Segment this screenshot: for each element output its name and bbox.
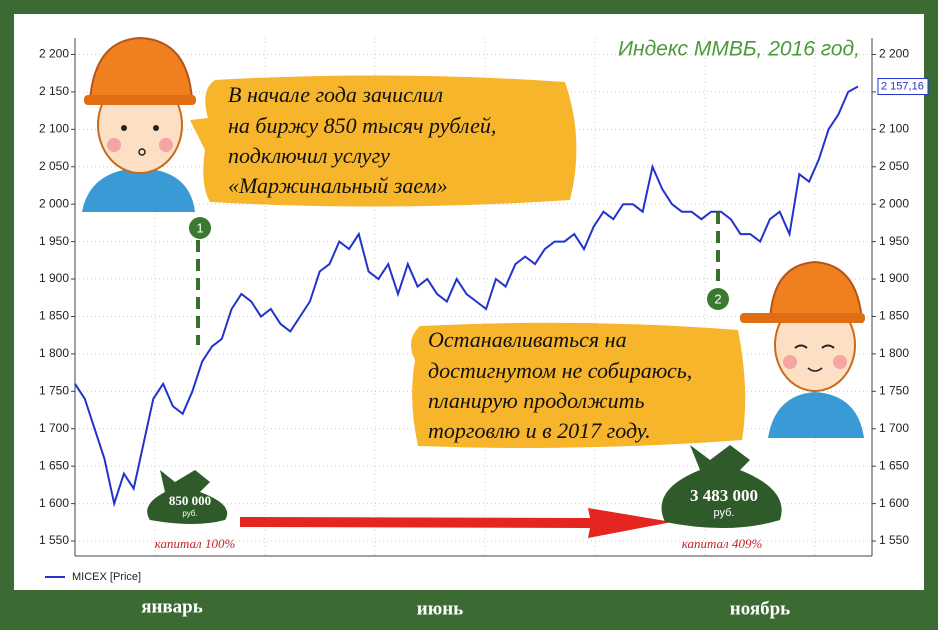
y-tick-label: 1 600 (39, 496, 69, 510)
y-tick-label: 1 650 (879, 458, 909, 472)
bubble-text: на биржу 850 тысяч рублей, (228, 113, 496, 138)
bubble-text: «Маржинальный заем» (228, 173, 448, 198)
y-tick-label: 2 100 (39, 121, 69, 135)
bag-caption: капитал 100% (155, 536, 236, 551)
bubble-text: планирую продолжить (428, 388, 645, 413)
y-tick-label: 2 050 (39, 159, 69, 173)
y-tick-label: 1 800 (879, 346, 909, 360)
infographic: 1 550 1 550 1 600 1 600 1 650 1 650 1 700 1 700… (0, 0, 938, 630)
bag-amount: 3 483 000 (690, 486, 758, 505)
y-tick-label: 1 750 (39, 383, 69, 397)
bubble-text: достигнутом не собираюсь, (428, 358, 692, 383)
month-label: июнь (417, 598, 463, 619)
bubble-text: В начале года зачислил (228, 82, 443, 107)
y-tick-label: 2 100 (879, 121, 909, 135)
y-tick-label: 1 700 (879, 421, 909, 435)
y-tick-label: 2 000 (39, 196, 69, 210)
y-tick-label: 1 600 (879, 496, 909, 510)
y-tick-label: 2 150 (39, 84, 69, 98)
y-tick-label: 2 200 (879, 47, 909, 61)
bubble-text: подключил услугу (228, 143, 390, 168)
y-tick-label: 1 950 (39, 234, 69, 248)
y-tick-label: 2 000 (879, 196, 909, 210)
y-tick-label: 1 900 (879, 271, 909, 285)
y-tick-label: 1 700 (39, 421, 69, 435)
y-tick-label: 1 850 (879, 309, 909, 323)
bubble-text: Останавливаться на (428, 327, 627, 352)
y-tick-label: 1 800 (39, 346, 69, 360)
month-label: ноябрь (730, 598, 790, 619)
last-price-label: 2 157,16 (881, 80, 924, 92)
y-tick-label: 1 850 (39, 309, 69, 323)
y-tick-label: 1 650 (39, 458, 69, 472)
bag-amount: 850 000 (169, 493, 211, 508)
y-tick-label: 1 550 (879, 533, 909, 547)
chart-title: Индекс ММВБ, 2016 год, (618, 38, 860, 61)
bubble-text: торговлю и в 2017 году. (428, 418, 651, 443)
month-label: январь (141, 596, 203, 617)
marker-label: 1 (196, 220, 203, 235)
bag-unit: руб. (714, 507, 735, 519)
bag-unit: руб. (182, 509, 197, 518)
y-tick-label: 1 950 (879, 234, 909, 248)
y-tick-label: 1 550 (39, 533, 69, 547)
y-tick-label: 2 050 (879, 159, 909, 173)
character (82, 38, 196, 212)
marker-label: 2 (714, 291, 721, 306)
y-tick-label: 1 900 (39, 271, 69, 285)
legend-label: MICEX [Price] (72, 571, 141, 583)
y-tick-label: 2 200 (39, 47, 69, 61)
bag-caption: капитал 409% (682, 536, 763, 551)
y-tick-label: 1 750 (879, 383, 909, 397)
